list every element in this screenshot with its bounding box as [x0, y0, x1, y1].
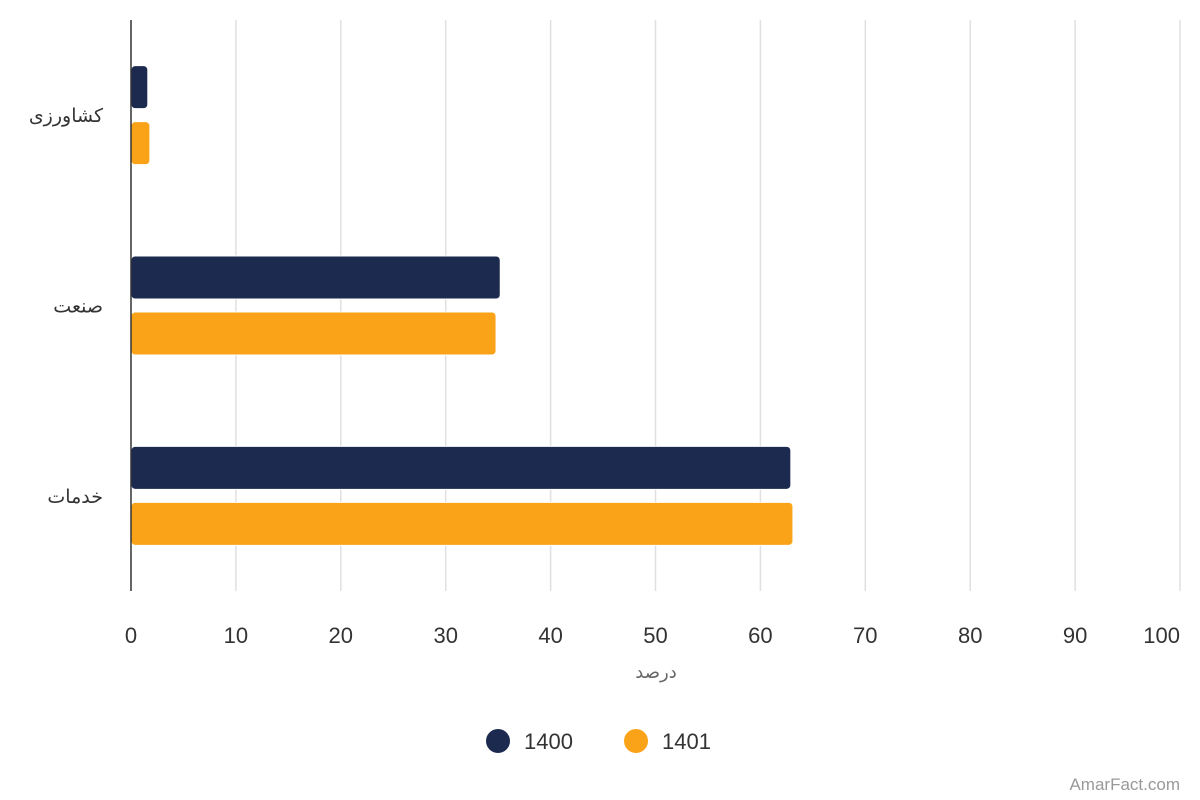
x-tick-label: 0 — [125, 623, 137, 648]
credit-text: AmarFact.com — [1069, 775, 1180, 794]
legend-item-1400[interactable]: 1400 — [486, 729, 573, 754]
category-label: صنعت — [53, 296, 103, 318]
x-tick-label: 30 — [433, 623, 457, 648]
legend-item-1401[interactable]: 1401 — [624, 729, 711, 754]
x-tick-label: 50 — [643, 623, 667, 648]
legend-marker — [486, 729, 510, 753]
bar-1401-2 — [130, 501, 794, 546]
x-axis-title: درصد — [635, 662, 676, 683]
bar-1401-1 — [130, 311, 497, 356]
bars — [130, 65, 794, 546]
legend-label: 1401 — [662, 729, 711, 754]
x-tick-label: 90 — [1063, 623, 1087, 648]
bar-1400-1 — [130, 255, 501, 300]
legend: 1400 1401 — [486, 729, 711, 754]
x-tick-label: 70 — [853, 623, 877, 648]
legend-label: 1400 — [524, 729, 573, 754]
legend-marker — [624, 729, 648, 753]
bar-1400-0 — [130, 65, 149, 110]
x-tick-label: 100 — [1143, 623, 1180, 648]
bar-1400-2 — [130, 445, 792, 490]
gridlines — [235, 20, 1181, 591]
x-tick-label: 20 — [329, 623, 353, 648]
bar-1401-0 — [130, 121, 151, 166]
x-tick-label: 40 — [538, 623, 562, 648]
category-label: کشاورزی — [29, 105, 104, 127]
x-tick-label: 60 — [748, 623, 772, 648]
x-axis-ticks: 0 10 20 30 40 50 60 70 80 90 100 — [125, 623, 1180, 648]
category-labels: کشاورزی صنعت خدمات — [29, 105, 104, 508]
category-label: خدمات — [47, 486, 103, 508]
x-tick-label: 80 — [958, 623, 982, 648]
x-tick-label: 10 — [224, 623, 248, 648]
